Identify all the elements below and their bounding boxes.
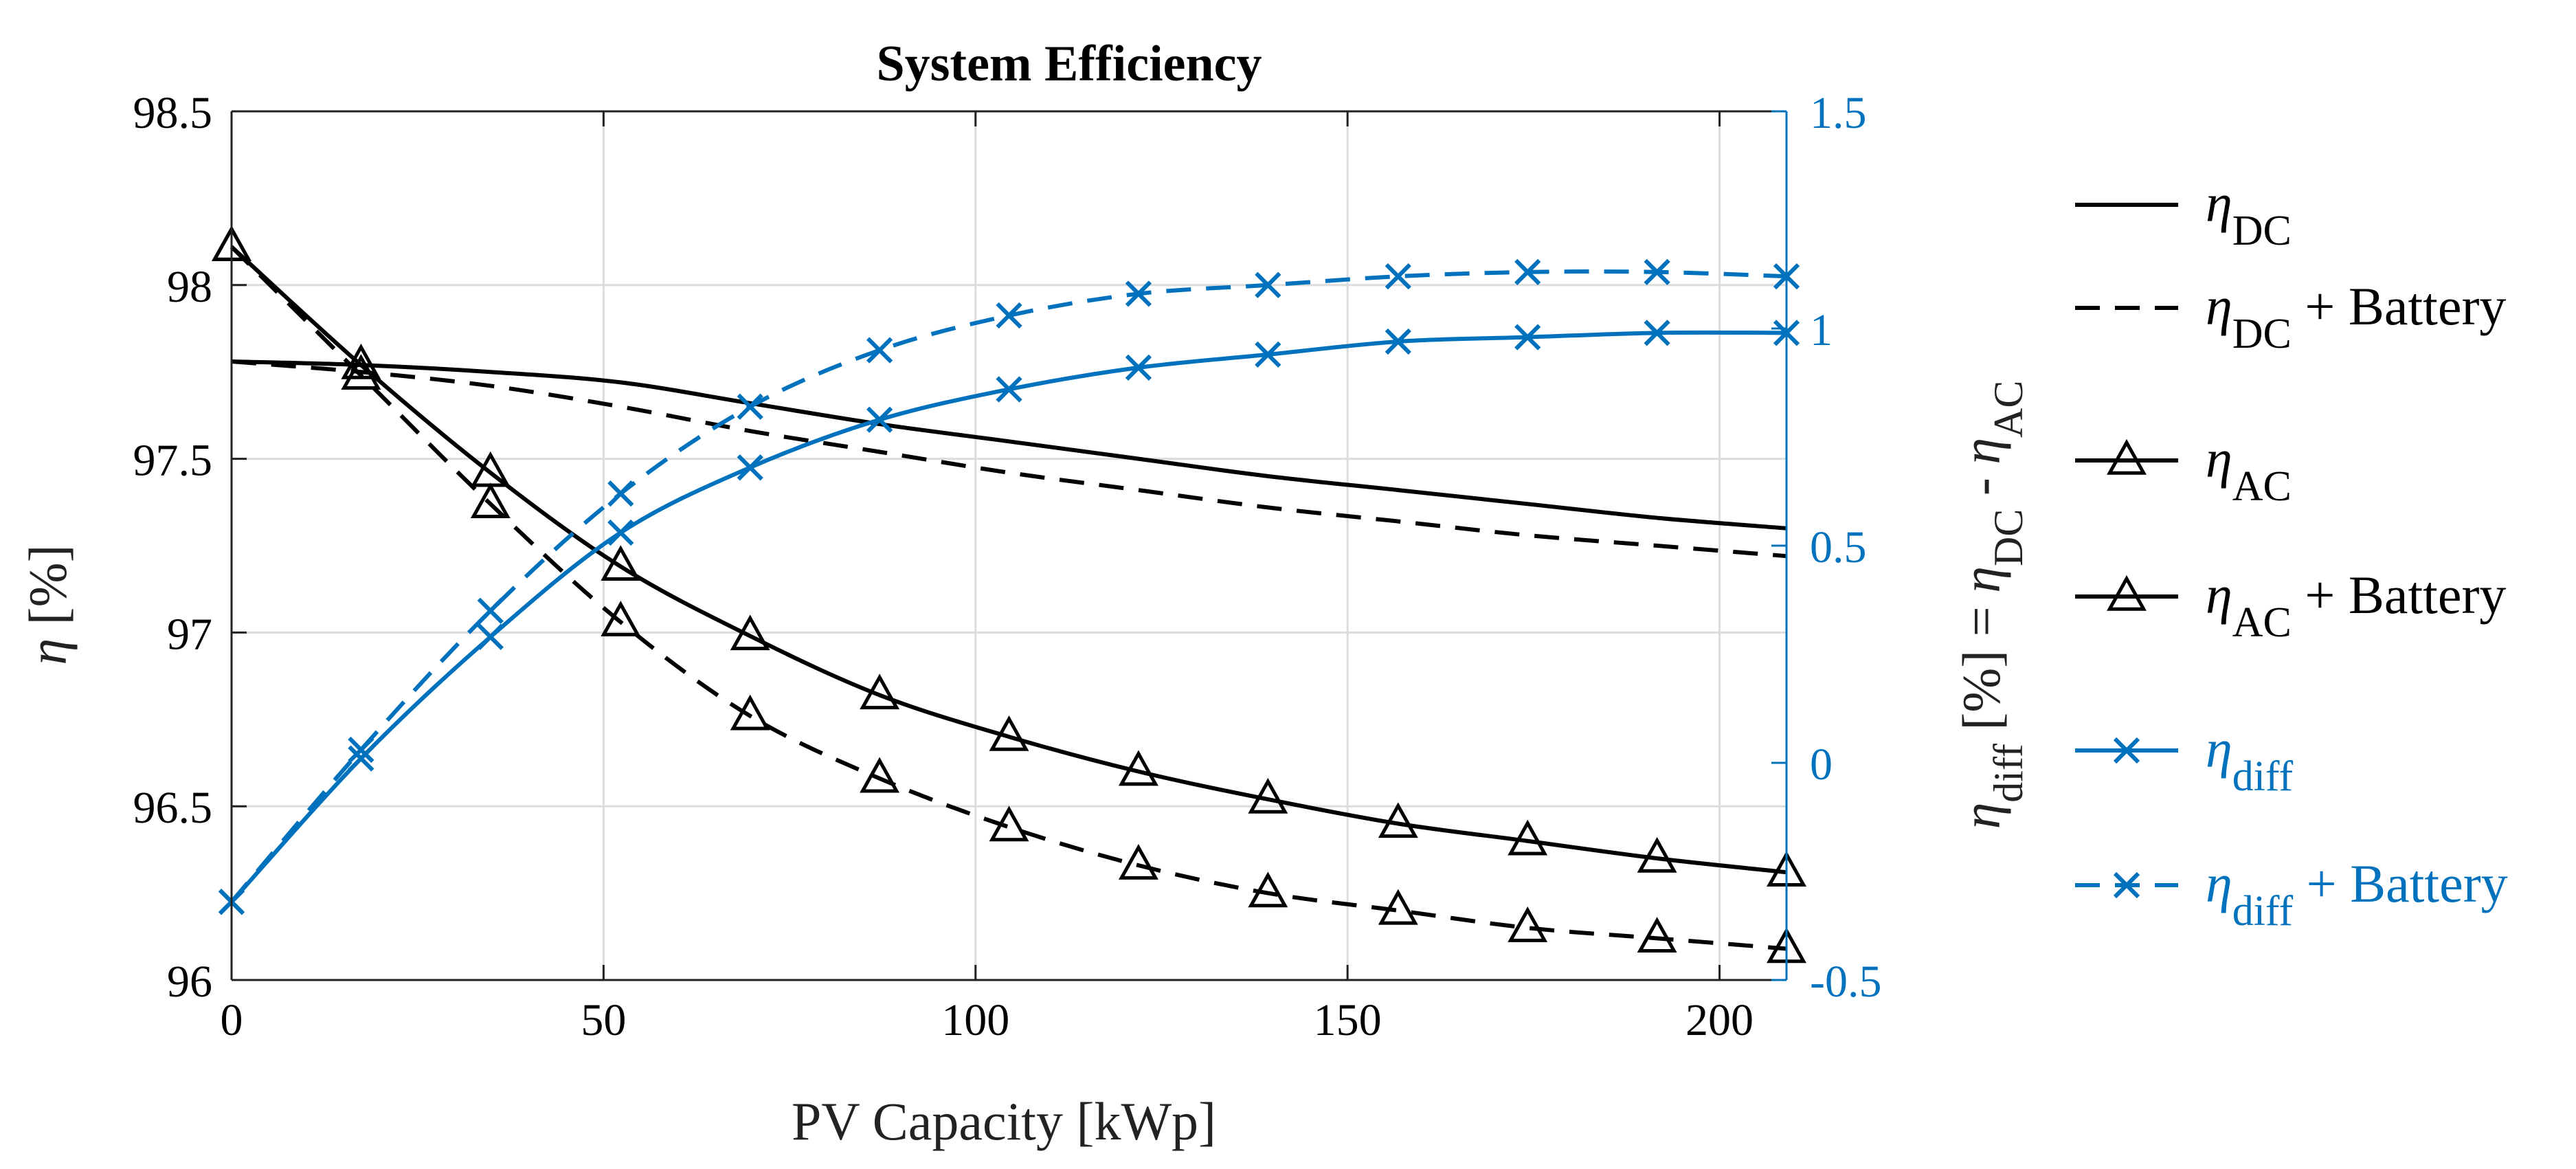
series--ac-battery — [212, 225, 1806, 964]
triangle-marker — [730, 694, 770, 731]
legend-label: ηdiff — [2206, 719, 2293, 800]
series--diff-battery — [218, 258, 1800, 915]
triangle-marker — [730, 614, 770, 651]
triangle-marker — [341, 354, 381, 390]
y-right-axis-label: ηdiff [%] = ηDC - ηAC — [1951, 381, 2031, 830]
y-left-tick-label: 97 — [167, 609, 212, 659]
x-marker — [737, 393, 763, 420]
triangle-marker — [1248, 777, 1288, 814]
y-right-tick-label: 0 — [1810, 739, 1833, 790]
chart-title: System Efficiency — [876, 36, 1262, 92]
x-marker — [348, 736, 374, 764]
legend-label: ηDC — [2206, 173, 2292, 254]
x-marker — [477, 623, 504, 650]
series-line — [229, 245, 1787, 951]
x-tick-label: 0 — [221, 995, 243, 1045]
legend-item: ηDC — [2075, 173, 2292, 254]
x-marker — [1385, 328, 1411, 355]
y-left-tick-label: 98 — [167, 262, 212, 312]
legend-label: ηAC + Battery — [2206, 565, 2506, 646]
x-marker — [1644, 320, 1670, 346]
legend-item: ηAC + Battery — [2075, 565, 2506, 646]
grid — [230, 110, 1787, 981]
series-line — [231, 359, 1787, 531]
triangle-marker — [1378, 802, 1418, 838]
series-layer — [212, 225, 1806, 964]
x-marker — [996, 302, 1022, 329]
x-tick-label: 200 — [1685, 995, 1754, 1045]
triangle-marker — [1508, 906, 1548, 942]
series--ac — [212, 225, 1806, 887]
triangle-marker — [1637, 836, 1677, 873]
legend-item: ηAC — [2075, 429, 2292, 510]
triangle-marker — [1378, 889, 1418, 925]
legend-label: ηAC — [2206, 429, 2292, 510]
legend-item: ηDC + Battery — [2075, 276, 2506, 357]
x-marker — [348, 745, 374, 772]
x-marker — [1255, 271, 1281, 298]
series-line — [229, 245, 1787, 875]
x-marker — [866, 406, 893, 433]
legend: ηDC ηDC + Battery ηAC ηAC + Battery ηdiff ηdi… — [2075, 173, 2508, 935]
x-marker — [607, 480, 634, 507]
series--dc — [231, 359, 1787, 531]
x-marker — [1255, 341, 1281, 368]
x-marker — [1385, 263, 1411, 290]
x-marker — [1514, 258, 1541, 285]
triangle-marker — [860, 673, 900, 710]
series--dc-battery — [231, 359, 1787, 559]
x-marker — [866, 337, 893, 364]
x-marker — [1514, 324, 1541, 350]
y-left-axis-label: η [%] — [18, 544, 78, 665]
y-left-tick-label: 98.5 — [133, 88, 213, 138]
triangle-marker — [1118, 844, 1158, 880]
x-axis-label: PV Capacity [kWp] — [792, 1091, 1216, 1151]
triangle-marker — [2107, 575, 2147, 611]
triangle-marker — [1248, 871, 1288, 908]
triangle-marker — [1637, 917, 1677, 953]
series-line — [229, 330, 1787, 904]
x-marker — [477, 597, 504, 624]
x-tick-label: 150 — [1314, 995, 1382, 1045]
triangle-marker — [860, 757, 900, 793]
x-marker — [1644, 258, 1670, 285]
triangle-marker — [470, 482, 511, 519]
x-marker — [2113, 871, 2140, 899]
x-marker — [737, 454, 763, 481]
y-right-tick-label: 0.5 — [1810, 522, 1867, 572]
y-right-tick-label: 1.5 — [1810, 88, 1867, 138]
x-tick-label: 50 — [581, 995, 626, 1045]
triangle-marker — [601, 601, 641, 636]
x-marker — [996, 376, 1022, 403]
triangle-marker — [989, 715, 1029, 751]
axes: 0 50 100 150 200 96 96.5 97 97.5 98 98.5 -0.5 0 0.5 1 1… — [133, 88, 1882, 1045]
x-marker — [2113, 737, 2140, 764]
triangle-marker — [1118, 750, 1158, 786]
legend-label: ηdiff + Battery — [2206, 854, 2508, 935]
legend-item: ηdiff + Battery — [2075, 854, 2508, 935]
series--diff — [218, 320, 1800, 915]
x-marker — [1125, 354, 1152, 381]
x-marker — [607, 519, 634, 546]
y-left-tick-label: 96 — [167, 957, 212, 1007]
triangle-marker — [989, 805, 1029, 842]
x-marker — [1125, 280, 1152, 307]
y-right-tick-label: 1 — [1810, 305, 1833, 355]
triangle-marker — [1508, 819, 1548, 856]
legend-label: ηDC + Battery — [2206, 276, 2506, 357]
triangle-marker — [2107, 438, 2147, 475]
y-left-tick-label: 97.5 — [133, 436, 213, 486]
series-line — [231, 359, 1787, 559]
triangle-marker — [601, 545, 641, 581]
x-tick-label: 100 — [941, 995, 1009, 1045]
legend-item: ηdiff — [2075, 719, 2293, 800]
y-left-tick-label: 96.5 — [133, 783, 213, 833]
y-right-tick-label: -0.5 — [1810, 957, 1881, 1007]
